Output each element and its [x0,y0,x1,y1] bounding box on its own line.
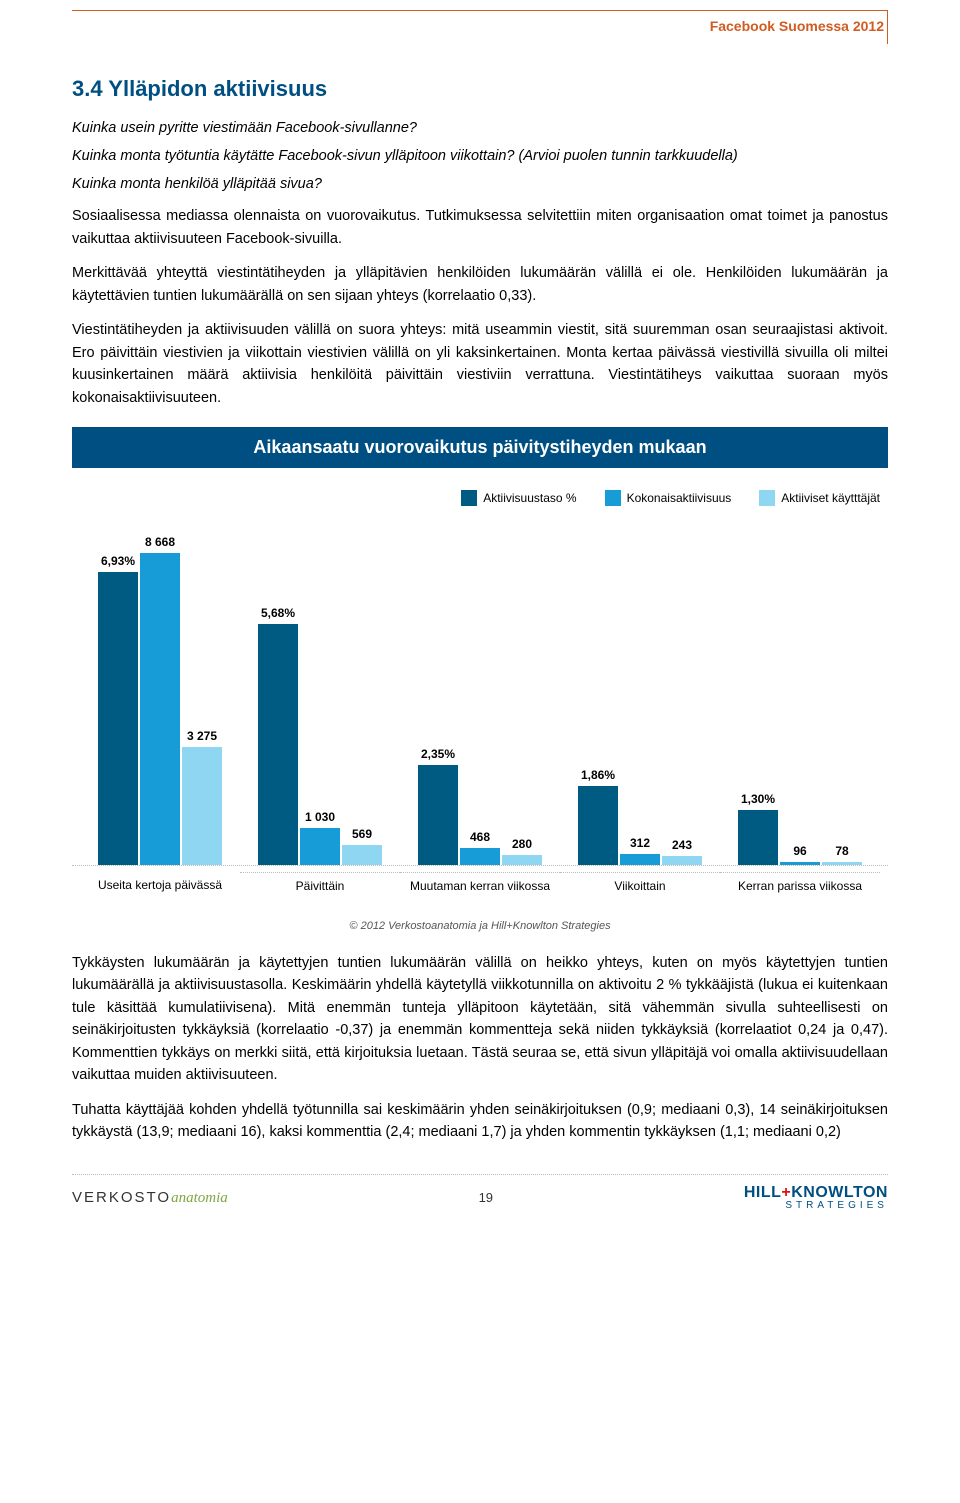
bar-active-users: 280 [502,855,542,865]
after-paragraph-2: Tuhatta käyttäjää kohden yhdellä työtunn… [72,1099,888,1144]
footer-logo-part-b: anatomia [171,1190,228,1206]
intro-line-1: Kuinka usein pyritte viestimään Facebook… [72,118,888,140]
section-heading: 3.4 Ylläpidon aktiivisuus [72,76,888,102]
bar-total-activity: 312 [620,854,660,865]
chart-category-label: Päivittäin [240,872,400,893]
bar-active-users: 78 [822,862,862,865]
page-top-border-corner [887,10,888,44]
bar-label: 1,86% [578,768,618,782]
bar-active-users: 3 275 [182,747,222,865]
page-number: 19 [479,1190,493,1205]
page-header-label: Facebook Suomessa 2012 [710,18,884,34]
bar-label: 5,68% [258,606,298,620]
bar-label: 8 668 [140,535,180,549]
footer-logo-part-a: VERKOSTO [72,1189,171,1206]
bar-label: 280 [502,837,542,851]
bar-total-activity: 468 [460,848,500,865]
hk-part-2: KNOWLTON [791,1184,888,1201]
footer-logo-right: HILL+KNOWLTON STRATEGIES [744,1185,888,1211]
chart-plot: 6,93%8 6683 2755,68%1 0305692,35%4682801… [72,486,888,906]
chart-copyright: © 2012 Verkostoanatomia ja Hill+Knowlton… [72,920,888,932]
body-paragraph-2: Merkittävää yhteyttä viestintätiheyden j… [72,262,888,307]
bar-label: 96 [780,844,820,858]
bar-activity-pct: 2,35% [418,765,458,865]
footer-logo-left: VERKOSTOanatomia [72,1189,228,1207]
chart-category-label: Viikoittain [560,872,720,893]
page-top-border [72,10,888,12]
bar-label: 243 [662,838,702,852]
bar-total-activity: 1 030 [300,828,340,865]
bar-label: 1,30% [738,792,778,806]
chart-group: 2,35%468280 [400,765,560,865]
chart-group: 5,68%1 030569 [240,624,400,865]
bar-active-users: 243 [662,856,702,865]
bar-activity-pct: 6,93% [98,572,138,866]
bar-activity-pct: 5,68% [258,624,298,865]
chart-group: 1,30%9678 [720,810,880,865]
chart-category-label: Kerran parissa viikossa [720,872,880,893]
after-paragraph-1: Tykkäysten lukumäärän ja käytettyjen tun… [72,952,888,1087]
bar-label: 6,93% [98,554,138,568]
body-paragraph-1: Sosiaalisessa mediassa olennaista on vuo… [72,205,888,250]
intro-block: Kuinka usein pyritte viestimään Facebook… [72,118,888,195]
bar-label: 78 [822,844,862,858]
bar-activity-pct: 1,86% [578,786,618,865]
hk-plus-icon: + [781,1184,791,1201]
chart-group: 1,86%312243 [560,786,720,865]
bar-label: 1 030 [300,810,340,824]
bar-activity-pct: 1,30% [738,810,778,865]
hk-part-1: HILL [744,1184,782,1201]
page-footer: VERKOSTOanatomia 19 HILL+KNOWLTON STRATE… [72,1174,888,1211]
bar-total-activity: 8 668 [140,553,180,865]
bar-label: 3 275 [182,729,222,743]
chart-area: Aktiivisuustaso % Kokonaisaktiivisuus Ak… [72,468,888,932]
bar-label: 569 [342,827,382,841]
body-paragraph-3: Viestintätiheyden ja aktiivisuuden välil… [72,319,888,409]
bar-total-activity: 96 [780,862,820,865]
intro-line-3: Kuinka monta henkilöä ylläpitää sivua? [72,174,888,196]
bar-label: 312 [620,836,660,850]
hk-sub: STRATEGIES [744,1201,888,1211]
bar-active-users: 569 [342,845,382,865]
bar-label: 2,35% [418,747,458,761]
chart-group: 6,93%8 6683 275 [80,553,240,865]
chart-category-label: Muutaman kerran viikossa [400,872,560,893]
bar-label: 468 [460,830,500,844]
chart-category-label: Useita kertoja päivässä [80,872,240,893]
intro-line-2: Kuinka monta työtuntia käytätte Facebook… [72,146,888,168]
chart-title: Aikaansaatu vuorovaikutus päivitystiheyd… [72,427,888,468]
